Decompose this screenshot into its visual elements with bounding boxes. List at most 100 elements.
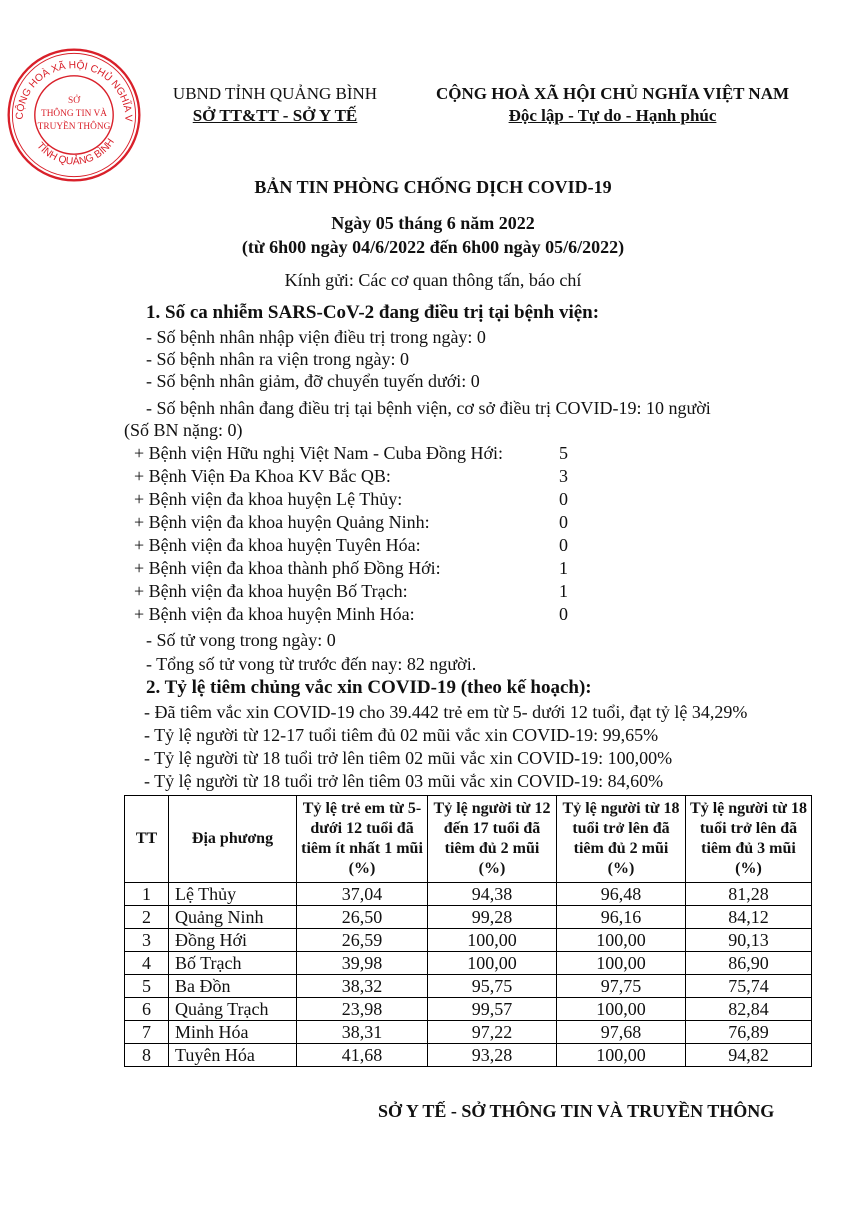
rate-cell: 39,98 — [296, 951, 428, 975]
locality-cell: Minh Hóa — [168, 1020, 297, 1044]
s1-line: (Số BN nặng: 0) — [124, 420, 243, 440]
hospital-count: 0 — [559, 535, 568, 555]
row-index: 3 — [124, 928, 169, 952]
table-row: 8 Tuyên Hóa 41,68 93,28 100,00 94,82 — [124, 1043, 812, 1067]
rate-cell: 82,84 — [685, 997, 812, 1021]
rate-cell: 94,82 — [685, 1043, 812, 1067]
death-line: - Số tử vong trong ngày: 0 — [146, 630, 336, 650]
rate-cell: 100,00 — [427, 928, 557, 952]
locality-cell: Đồng Hới — [168, 928, 297, 952]
nation-line1: CỘNG HOÀ XÃ HỘI CHỦ NGHĨA VIỆT NAM — [435, 84, 790, 103]
section2-heading: 2. Tỷ lệ tiêm chủng vắc xin COVID-19 (th… — [146, 677, 592, 698]
rate-cell: 96,48 — [556, 882, 686, 906]
s2-line: - Tỷ lệ người từ 18 tuổi trở lên tiêm 03… — [144, 771, 664, 791]
rate-cell: 86,90 — [685, 951, 812, 975]
vaccination-table: TT Địa phương Tỷ lệ trẻ em từ 5- dưới 12 t… — [124, 795, 812, 1067]
table-row: 6 Quảng Trạch 23,98 99,57 100,00 82,84 — [124, 997, 812, 1021]
hospital-count: 0 — [559, 604, 568, 624]
rate-cell: 100,00 — [556, 997, 686, 1021]
table-row: 1 Lệ Thủy 37,04 94,38 96,48 81,28 — [124, 882, 812, 906]
rate-cell: 97,22 — [427, 1020, 557, 1044]
hospital-count: 0 — [559, 512, 568, 532]
rate-cell: 95,75 — [427, 974, 557, 998]
rate-cell: 26,50 — [296, 905, 428, 929]
rate-cell: 100,00 — [556, 951, 686, 975]
rate-cell: 100,00 — [556, 928, 686, 952]
hospital-name: + Bệnh viện đa khoa huyện Bố Trạch: — [134, 581, 408, 601]
s2-line: - Tỷ lệ người từ 18 tuổi trở lên tiêm 02… — [144, 748, 673, 768]
table-row: 4 Bố Trạch 39,98 100,00 100,00 86,90 — [124, 951, 812, 975]
table-row: 7 Minh Hóa 38,31 97,22 97,68 76,89 — [124, 1020, 812, 1044]
rate-cell: 90,13 — [685, 928, 812, 952]
hospital-name: + Bệnh viện đa khoa thành phố Đồng Hới: — [134, 558, 441, 578]
row-index: 1 — [124, 882, 169, 906]
rate-cell: 97,75 — [556, 974, 686, 998]
issuer-block: UBND TỈNH QUẢNG BÌNH SỞ TT&TT - SỞ Y TẾ — [150, 83, 400, 127]
rate-cell: 96,16 — [556, 905, 686, 929]
s1-line: - Số bệnh nhân ra viện trong ngày: 0 — [146, 349, 409, 369]
row-index: 4 — [124, 951, 169, 975]
column-header: Tỷ lệ người từ 18 tuổi trở lên đã tiêm đ… — [556, 795, 686, 883]
column-header: Tỷ lệ người từ 12 đến 17 tuổi đã tiêm đủ… — [427, 795, 557, 883]
column-header: TT — [124, 795, 169, 883]
rate-cell: 23,98 — [296, 997, 428, 1021]
rate-cell: 38,32 — [296, 974, 428, 998]
stamp-center-1: SỞ — [68, 94, 81, 106]
locality-cell: Quảng Ninh — [168, 905, 297, 929]
s1-line: - Số bệnh nhân giảm, đỡ chuyển tuyến dướ… — [146, 371, 480, 391]
nation-motto: Độc lập - Tự do - Hạnh phúc — [508, 106, 717, 125]
hospital-count: 3 — [559, 466, 568, 486]
hospital-count: 0 — [559, 489, 568, 509]
locality-cell: Lệ Thủy — [168, 882, 297, 906]
svg-text:TỈNH QUẢNG BÌNH: TỈNH QUẢNG BÌNH — [34, 137, 117, 168]
locality-cell: Ba Đồn — [168, 974, 297, 998]
rate-cell: 93,28 — [427, 1043, 557, 1067]
rate-cell: 38,31 — [296, 1020, 428, 1044]
hospital-name: + Bệnh viện đa khoa huyện Tuyên Hóa: — [134, 535, 421, 555]
rate-cell: 75,74 — [685, 974, 812, 998]
hospital-name: + Bệnh viện đa khoa huyện Quảng Ninh: — [134, 512, 430, 532]
footer-signature: SỞ Y TẾ - SỞ THÔNG TIN VÀ TRUYỀN THÔNG — [378, 1101, 775, 1121]
row-index: 7 — [124, 1020, 169, 1044]
hospital-count: 1 — [559, 581, 568, 601]
hospital-count: 5 — [559, 443, 568, 463]
rate-cell: 100,00 — [427, 951, 557, 975]
rate-cell: 84,12 — [685, 905, 812, 929]
rate-cell: 81,28 — [685, 882, 812, 906]
issuer-line1: UBND TỈNH QUẢNG BÌNH — [172, 84, 378, 103]
s1-line: - Số bệnh nhân đang điều trị tại bệnh vi… — [146, 398, 711, 418]
rate-cell: 97,68 — [556, 1020, 686, 1044]
official-stamp: CỘNG HOÀ XÃ HỘI CHỦ NGHĨA VIỆT NAM TỈNH … — [4, 45, 141, 182]
table-row: 5 Ba Đồn 38,32 95,75 97,75 75,74 — [124, 974, 812, 998]
s1-line: - Số bệnh nhân nhập viện điều trị trong … — [146, 327, 486, 347]
rate-cell: 100,00 — [556, 1043, 686, 1067]
locality-cell: Quảng Trạch — [168, 997, 297, 1021]
rate-cell: 37,04 — [296, 882, 428, 906]
column-header: Địa phương — [168, 795, 297, 883]
row-index: 6 — [124, 997, 169, 1021]
table-row: 2 Quảng Ninh 26,50 99,28 96,16 84,12 — [124, 905, 812, 929]
hospital-name: + Bệnh viện đa khoa huyện Lệ Thủy: — [134, 489, 403, 509]
stamp-center-2: THÔNG TIN VÀ — [41, 107, 107, 119]
bulletin-range: (từ 6h00 ngày 04/6/2022 đến 6h00 ngày 05… — [241, 237, 625, 257]
rate-cell: 76,89 — [685, 1020, 812, 1044]
locality-cell: Bố Trạch — [168, 951, 297, 975]
rate-cell: 41,68 — [296, 1043, 428, 1067]
hospital-name: + Bệnh Viện Đa Khoa KV Bắc QB: — [134, 466, 391, 486]
bulletin-date: Ngày 05 tháng 6 năm 2022 — [331, 213, 535, 233]
rate-cell: 94,38 — [427, 882, 557, 906]
s2-line: - Đã tiêm vắc xin COVID-19 cho 39.442 tr… — [144, 702, 748, 722]
locality-cell: Tuyên Hóa — [168, 1043, 297, 1067]
column-header: Tỷ lệ trẻ em từ 5- dưới 12 tuổi đã tiêm … — [296, 795, 428, 883]
rate-cell: 99,28 — [427, 905, 557, 929]
greeting: Kính gửi: Các cơ quan thông tấn, báo chí — [284, 270, 582, 290]
issuer-line2: SỞ TT&TT - SỞ Y TẾ — [192, 106, 358, 125]
nation-block: CỘNG HOÀ XÃ HỘI CHỦ NGHĨA VIỆT NAM Độc l… — [420, 83, 805, 127]
table-row: 3 Đồng Hới 26,59 100,00 100,00 90,13 — [124, 928, 812, 952]
hospital-count: 1 — [559, 558, 568, 578]
rate-cell: 99,57 — [427, 997, 557, 1021]
row-index: 8 — [124, 1043, 169, 1067]
row-index: 2 — [124, 905, 169, 929]
row-index: 5 — [124, 974, 169, 998]
